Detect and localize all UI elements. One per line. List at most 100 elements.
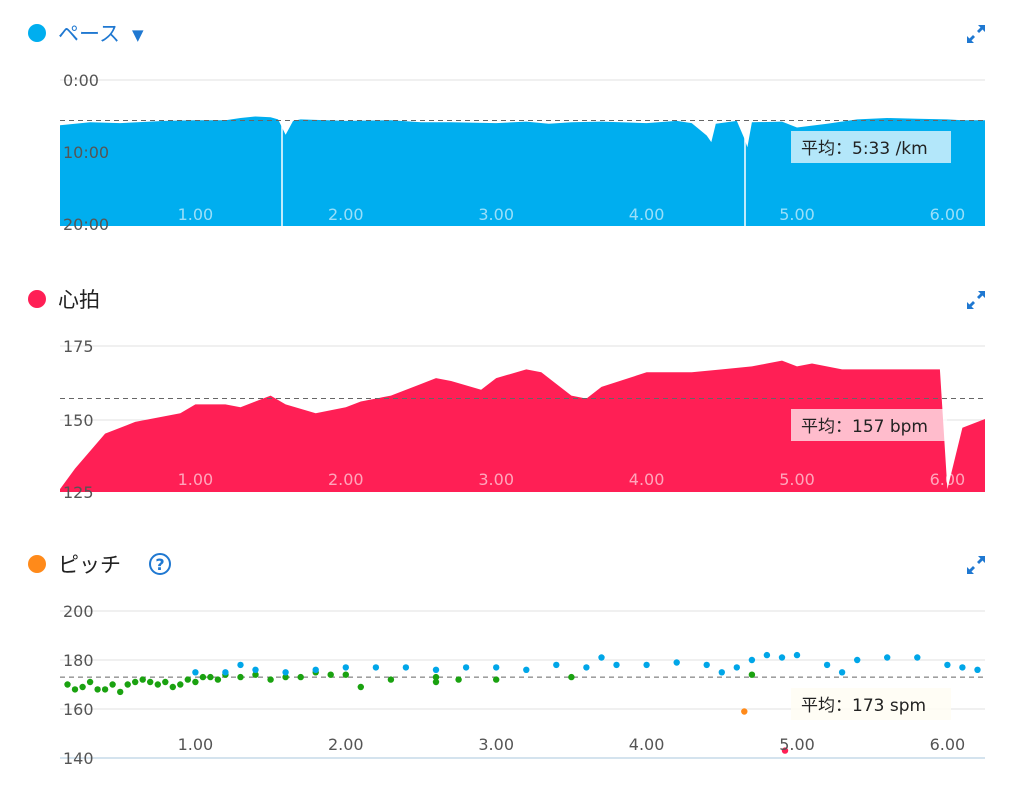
cadence-x-tick: 5.00 — [779, 735, 815, 754]
cadence-point — [169, 683, 176, 691]
hr-y-tick: 150 — [63, 411, 94, 430]
heart-rate-area — [60, 360, 985, 492]
cadence-point — [282, 669, 289, 676]
cadence-point — [267, 676, 274, 683]
cadence-point — [462, 664, 470, 671]
pace-color-dot — [28, 24, 46, 42]
cadence-point — [282, 673, 289, 681]
cadence-point — [432, 673, 440, 681]
cadence-point — [823, 661, 831, 669]
cadence-point — [884, 654, 891, 661]
cadence-point — [583, 664, 590, 671]
cadence-point — [192, 669, 199, 676]
cadence-point — [741, 708, 748, 715]
cadence-point — [327, 671, 334, 678]
cadence-point — [297, 673, 304, 681]
hr-x-tick: 4.00 — [629, 470, 665, 489]
cadence-title: ピッチ — [58, 553, 121, 577]
question-circle-icon[interactable]: ? — [149, 553, 171, 575]
pace-area — [60, 116, 985, 226]
hr-x-tick: 1.00 — [178, 470, 214, 489]
cadence-point — [342, 664, 349, 671]
hr-x-tick: 6.00 — [930, 470, 966, 489]
heart-rate-chart: 175 150 125 1.00 2.00 3.00 4.00 5.00 6.00 平均：… — [60, 337, 985, 502]
cadence-average-box — [791, 688, 951, 720]
heart-rate-panel: 心拍 175 150 125 1.00 2.00 3.00 4.00 5.00 6.00 … — [28, 284, 988, 502]
cadence-point — [598, 654, 605, 661]
cadence-point — [838, 669, 846, 676]
cadence-point — [793, 651, 801, 659]
cadence-point — [252, 671, 259, 678]
cadence-point — [342, 671, 349, 678]
cadence-point — [192, 678, 199, 686]
cadence-point — [854, 656, 861, 664]
pace-x-tick: 6.00 — [930, 205, 966, 224]
cadence-point — [455, 676, 462, 683]
cadence-point — [199, 673, 207, 681]
cadence-x-tick: 3.00 — [478, 735, 514, 754]
cadence-point — [252, 666, 259, 673]
cadence-point — [387, 676, 395, 683]
expand-arrows-icon[interactable] — [964, 553, 988, 577]
pace-x-tick: 4.00 — [629, 205, 665, 224]
cadence-y-tick: 180 — [63, 651, 94, 670]
pace-x-tick: 2.00 — [328, 205, 364, 224]
cadence-point — [147, 678, 154, 686]
pace-average-label: 平均：5:33 /km — [801, 139, 928, 159]
caret-down-icon[interactable]: ▼ — [131, 26, 144, 44]
pace-header[interactable]: ペース ▼ — [28, 18, 144, 48]
cadence-point — [207, 673, 214, 681]
cadence-point — [959, 664, 966, 671]
hr-x-tick: 2.00 — [328, 470, 364, 489]
pace-panel: ペース ▼ 0:00 10:00 20:00 1.00 2.00 3.00 4.00 5… — [0, 0, 1024, 250]
cadence-point — [94, 686, 101, 693]
cadence-point — [493, 664, 500, 671]
cadence-point — [117, 688, 124, 696]
cadence-point — [944, 661, 951, 669]
cadence-point — [312, 666, 319, 673]
pace-title[interactable]: ペース — [58, 22, 120, 46]
cadence-point — [733, 664, 740, 671]
cadence-point — [613, 661, 620, 669]
expand-arrows-icon[interactable] — [964, 288, 988, 312]
cadence-x-tick: 1.00 — [178, 735, 214, 754]
cadence-color-dot — [28, 555, 46, 573]
hr-x-tick: 3.00 — [478, 470, 514, 489]
pace-average-box — [791, 131, 951, 163]
cadence-y-tick: 200 — [63, 602, 94, 621]
cadence-point — [124, 681, 131, 688]
cadence-point — [778, 654, 786, 661]
cadence-y-tick: 160 — [63, 700, 94, 719]
pace-x-tick: 5.00 — [779, 205, 815, 224]
cadence-point — [974, 666, 981, 673]
pace-x-tick: 3.00 — [478, 205, 514, 224]
cadence-point — [781, 747, 789, 754]
cadence-point — [154, 681, 161, 688]
cadence-point — [71, 686, 79, 693]
cadence-x-tick: 2.00 — [328, 735, 364, 754]
cadence-point — [139, 676, 146, 683]
hr-y-tick: 125 — [63, 483, 94, 502]
cadence-point — [643, 661, 650, 669]
cadence-point — [718, 669, 725, 676]
cadence-x-tick: 4.00 — [629, 735, 665, 754]
pace-x-tick: 1.00 — [178, 205, 214, 224]
expand-arrows-icon[interactable] — [964, 22, 988, 46]
cadence-point — [357, 683, 364, 691]
cadence-header: ピッチ ? — [28, 549, 171, 579]
cadence-point — [432, 666, 440, 673]
cadence-point — [914, 654, 921, 661]
heart-rate-color-dot — [28, 290, 46, 308]
hr-y-tick: 175 — [63, 337, 94, 356]
cadence-point — [748, 671, 756, 678]
cadence-point — [177, 681, 184, 688]
cadence-point — [493, 676, 500, 683]
cadence-point — [553, 661, 560, 669]
pace-y-tick: 10:00 — [63, 143, 109, 162]
pace-y-tick: 20:00 — [63, 215, 109, 234]
cadence-point — [763, 651, 771, 659]
heart-rate-header: 心拍 — [28, 284, 100, 314]
cadence-point — [214, 676, 222, 683]
heart-rate-title: 心拍 — [58, 288, 100, 312]
